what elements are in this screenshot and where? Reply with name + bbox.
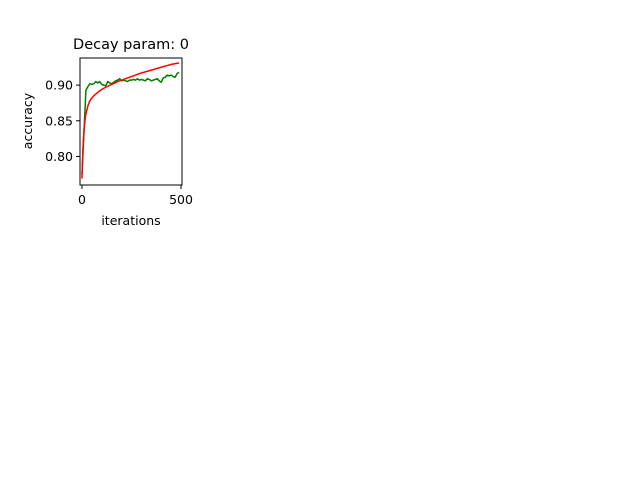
x-axis-label: iterations [101,213,160,228]
y-axis-label: accuracy [20,92,35,149]
y-axis: 0.80 0.85 0.90 [45,78,80,164]
y-tick-label: 0.80 [45,149,73,164]
series-line-2 [81,62,180,179]
plot-frame [79,57,183,186]
x-axis: 0 500 [78,185,193,207]
chart-title: Decay param: 0 [73,37,189,53]
y-tick-label: 0.90 [45,78,73,93]
series-line-1 [81,71,180,175]
series-layer [81,62,180,179]
x-tick-label: 0 [78,192,86,207]
y-tick-label: 0.85 [45,113,73,128]
x-tick-label: 500 [169,192,193,207]
